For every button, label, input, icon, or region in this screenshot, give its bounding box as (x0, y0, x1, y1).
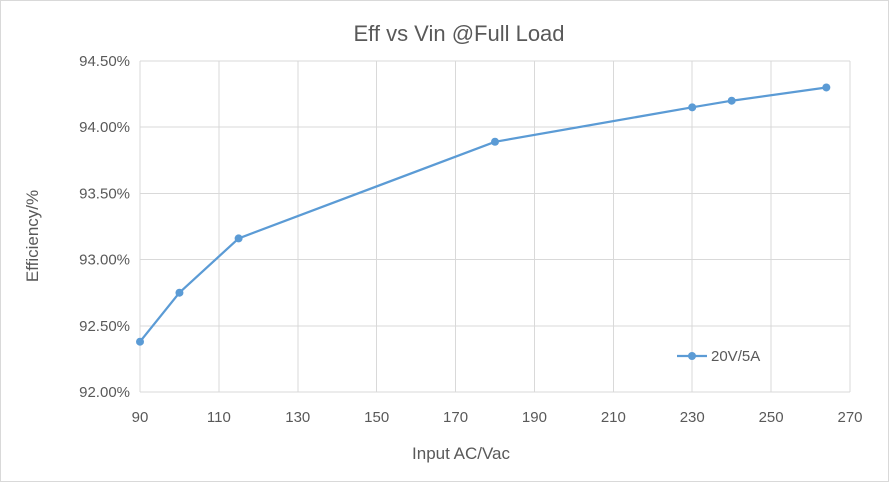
x-axis-ticks: 90 110 130 150 170 190 210 230 250 270 (132, 409, 863, 426)
data-point (175, 288, 184, 297)
gridlines (139, 60, 851, 393)
series-group (136, 83, 831, 346)
x-tick-label: 90 (132, 409, 149, 426)
y-tick-label: 92.50% (79, 318, 130, 335)
y-tick-label: 92.00% (79, 384, 130, 401)
series-line (139, 86, 827, 343)
legend-marker (688, 352, 696, 360)
y-tick-label: 93.00% (79, 252, 130, 269)
legend: 20V/5A (677, 348, 760, 365)
y-axis-title: Efficiency/% (23, 190, 42, 282)
data-point (727, 96, 736, 105)
y-tick-label: 93.50% (79, 185, 130, 202)
x-tick-label: 150 (364, 409, 389, 426)
data-point (822, 83, 831, 92)
data-point (234, 234, 243, 243)
data-point (491, 137, 499, 146)
x-tick-label: 230 (680, 409, 705, 426)
x-axis-title: Input AC/Vac (412, 444, 510, 463)
x-tick-label: 190 (522, 409, 547, 426)
y-tick-label: 94.50% (79, 53, 130, 70)
x-tick-label: 210 (601, 409, 626, 426)
y-axis-ticks: 92.00% 92.50% 93.00% 93.50% 94.00% 94.50% (79, 53, 130, 401)
x-tick-label: 270 (837, 409, 862, 426)
x-tick-label: 250 (759, 409, 784, 426)
x-tick-label: 170 (443, 409, 468, 426)
chart-title: Eff vs Vin @Full Load (353, 21, 564, 46)
legend-label: 20V/5A (711, 348, 760, 365)
data-point (688, 103, 697, 112)
data-point (136, 337, 144, 346)
x-tick-label: 110 (207, 409, 231, 426)
x-tick-label: 130 (285, 409, 310, 426)
y-tick-label: 94.00% (79, 119, 130, 136)
